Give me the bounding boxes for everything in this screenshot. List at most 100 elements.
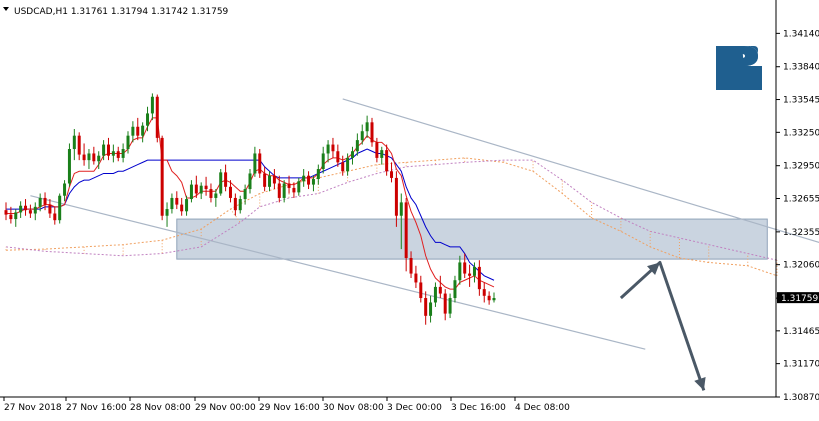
candle [67,143,71,187]
channel-lower-line [30,195,646,350]
candle [321,146,325,174]
candle-body [448,298,452,314]
candle [87,149,91,170]
candle [48,199,52,218]
candle-body [277,183,281,198]
x-tick-label: 4 Dec 08:00 [515,403,570,413]
candle [209,183,213,203]
candle [165,202,169,227]
candle [194,175,198,198]
x-tick-label: 3 Dec 00:00 [387,403,442,413]
logo-bowl [716,46,758,66]
candle-body [268,175,272,187]
candle-body [419,282,423,299]
candle [131,121,135,143]
candle-body [248,173,252,190]
candle-body [438,286,442,294]
candle [116,146,120,162]
candle-body [302,175,306,182]
candle-body [165,209,169,216]
candle [297,177,301,196]
candle [263,166,267,192]
candle-body [492,298,496,301]
candle [316,164,320,185]
candle [126,131,130,154]
candle-body [228,186,232,198]
logo-bar [730,78,762,90]
candle [170,193,174,214]
candle [331,137,335,158]
kijun-sen-line [6,148,495,281]
candle-body [468,273,472,276]
candle-body [355,140,359,152]
candle-body [131,126,135,136]
candle-body [346,157,350,172]
candle [146,106,150,132]
y-tick-label: 1.32355 [783,228,819,238]
candle [390,162,394,183]
candle [414,265,418,289]
candle-body [316,169,320,180]
arrow-down-head-icon [694,377,706,391]
candle-body [472,266,476,276]
candle [238,195,242,214]
candle-body [482,289,486,296]
y-tick-label: 1.33250 [783,128,819,138]
candle-body [170,197,174,210]
candle [419,275,423,303]
candle [394,171,398,227]
candle-body [82,154,86,161]
candle-body [375,142,379,158]
candle-body [126,135,130,150]
candle-body [204,185,208,190]
candle [458,255,462,285]
candle-body [48,204,52,214]
candle [385,144,389,176]
candle-body [287,183,291,188]
candle-body [307,175,311,185]
candle-body [214,193,218,198]
candle [97,151,101,170]
candle-body [360,131,364,141]
candle [463,253,467,279]
dropdown-triangle-icon[interactable] [3,7,9,11]
candle-body [282,183,286,198]
candle-body [453,280,457,299]
candle-body [414,273,418,283]
candle [360,124,364,145]
candle [102,140,106,161]
candle [38,193,42,212]
chart-header: USDCAD,H1 1.31761 1.31794 1.31742 1.3175… [3,7,229,17]
candle [409,251,413,279]
candle [150,93,154,121]
candle-body [19,205,23,213]
logo-stem [716,46,730,90]
candle-body [238,199,242,211]
candle-body [43,197,47,205]
current-price-tag: 1.31759 [777,292,819,304]
candle [9,206,13,224]
candle [302,169,306,187]
candle [482,282,486,303]
x-tick-label: 27 Nov 2018 [4,403,62,413]
candle [453,275,457,303]
candle-body [146,113,150,126]
x-tick-label: 30 Nov 08:00 [323,403,384,413]
candle-body [72,135,76,150]
y-tick-label: 1.32950 [783,162,819,172]
candle [253,146,257,177]
candle [292,182,296,198]
candle-body [399,202,403,216]
ichimoku-cloud [5,157,778,277]
candle-body [194,184,198,194]
candle [180,197,184,216]
candle [336,144,340,167]
candle-body [350,151,354,158]
candle [141,122,145,143]
candle-body [292,187,296,193]
candle-body [102,144,106,156]
candle-body [58,195,62,221]
candle-body [409,257,413,274]
